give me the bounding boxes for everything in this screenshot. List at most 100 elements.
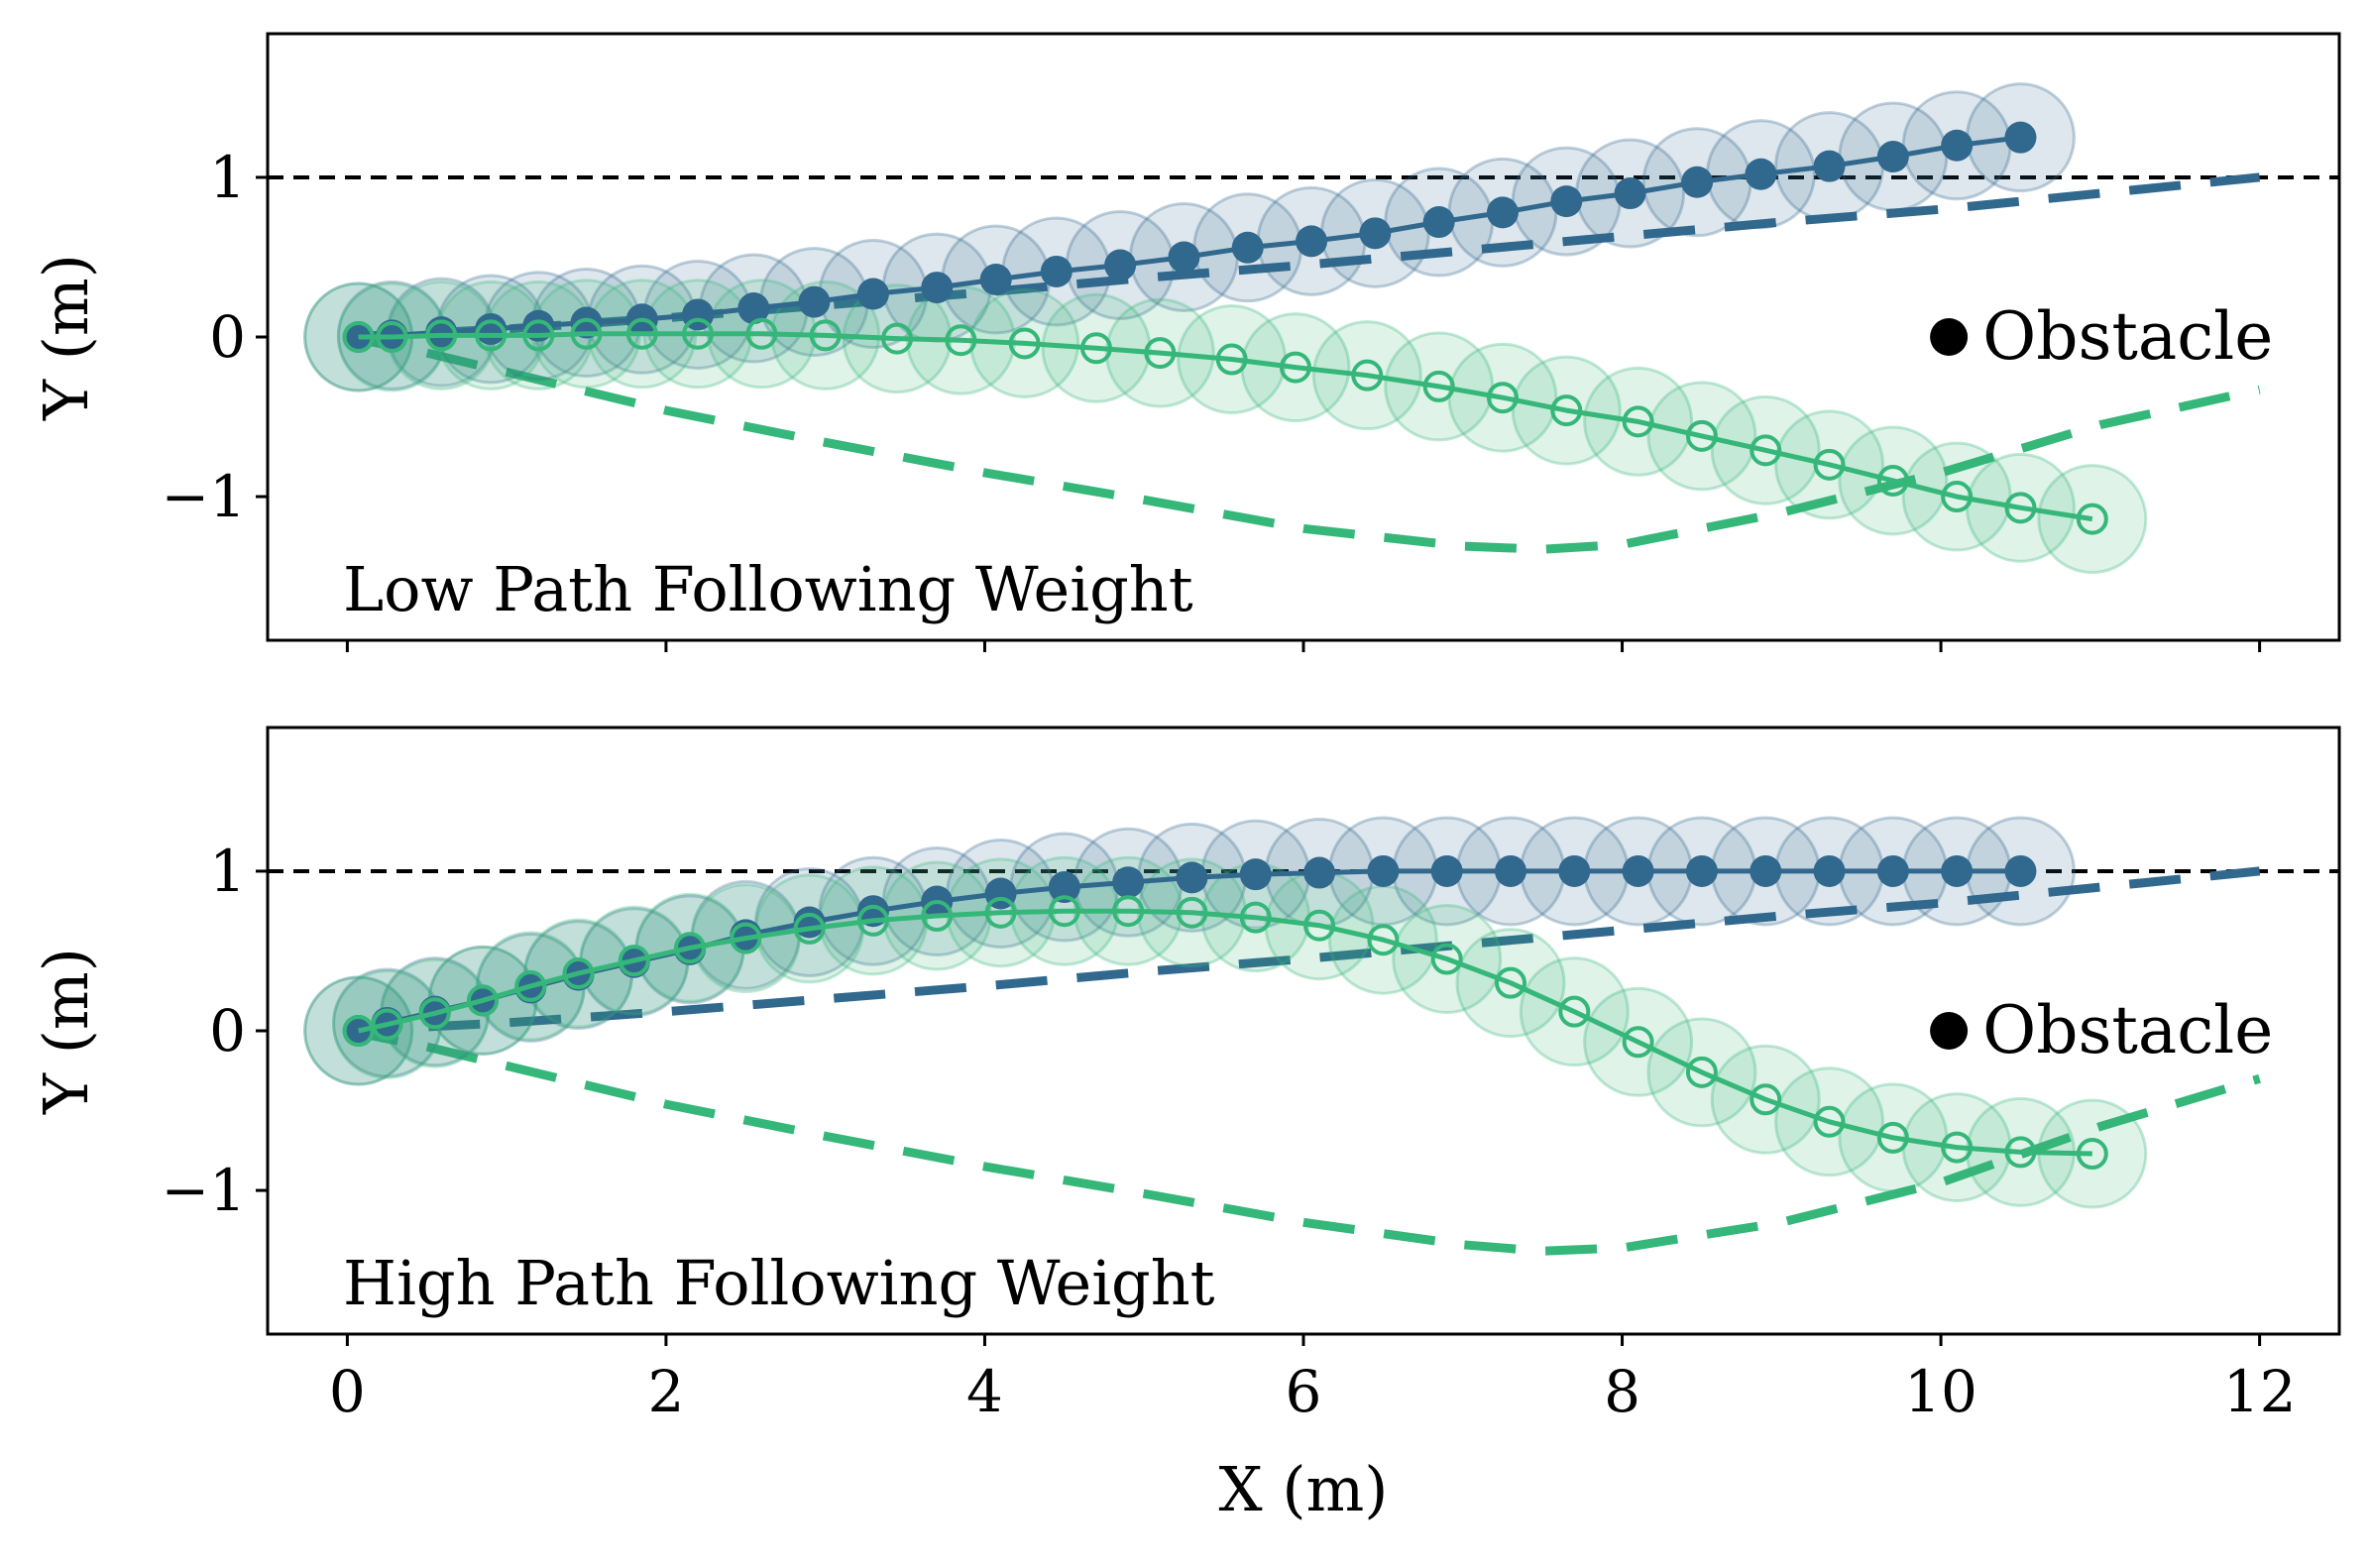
data-point: [1681, 166, 1714, 198]
data-point: [2004, 121, 2037, 154]
panel-1: −1 0 1 Y (m) Low Path Following Weight Obstac…: [30, 32, 2341, 652]
data-point: [682, 317, 715, 350]
x-tick-label: 4: [966, 1358, 1003, 1425]
data-point: [562, 957, 595, 990]
x-tick-label: 12: [2223, 1358, 2297, 1425]
x-tick-label: 0: [329, 1358, 366, 1425]
data-point: [1750, 1083, 1782, 1116]
obstacle-marker: [1930, 1012, 1969, 1050]
data-point: [1685, 419, 1718, 452]
data-point: [1813, 1105, 1846, 1138]
data-point: [1112, 895, 1145, 928]
data-point: [809, 319, 842, 352]
data-point: [730, 922, 762, 954]
y-tick-label: −1: [162, 463, 247, 530]
data-point: [674, 932, 707, 964]
data-point: [625, 317, 658, 350]
data-point: [1550, 185, 1583, 218]
data-point: [1296, 225, 1328, 258]
y-axis-label: Y (m): [30, 254, 102, 421]
trajectory-line-2: [358, 908, 2092, 1157]
data-point: [1040, 255, 1073, 287]
data-point: [1813, 854, 1846, 887]
obstacle-marker: [1930, 318, 1969, 356]
reference-path-2: [346, 332, 2261, 554]
data-point: [1745, 158, 1777, 190]
legend-label: Obstacle: [1982, 992, 2273, 1068]
panel-annotation: High Path Following Weight: [343, 1247, 1215, 1319]
data-point: [570, 317, 603, 350]
data-point: [1430, 943, 1463, 975]
data-point: [1941, 481, 1974, 513]
y-tick-label: −1: [162, 1157, 247, 1224]
data-point: [1486, 196, 1519, 229]
data-point: [1080, 332, 1112, 365]
data-point: [342, 1015, 375, 1047]
data-point: [1303, 856, 1336, 889]
data-point: [881, 322, 914, 355]
data-point: [1614, 177, 1646, 210]
data-point: [418, 997, 451, 1030]
data-point: [342, 321, 375, 353]
data-point: [1495, 966, 1526, 999]
data-point: [737, 292, 770, 325]
data-point: [979, 264, 1012, 296]
data-point: [1422, 370, 1455, 402]
data-point: [1558, 995, 1591, 1028]
x-axis-label: X (m): [1218, 1453, 1388, 1525]
data-point: [425, 319, 458, 352]
y-tick-label: 0: [209, 303, 246, 371]
data-point: [798, 285, 831, 318]
data-point: [1495, 854, 1526, 887]
data-point: [793, 912, 826, 945]
y-tick-label: 1: [209, 144, 246, 211]
data-point: [1422, 206, 1455, 239]
y-axis-label: Y (m): [30, 948, 102, 1115]
data-point: [376, 321, 408, 353]
data-point: [1750, 854, 1782, 887]
data-point: [2004, 492, 2037, 524]
data-point: [1876, 854, 1909, 887]
data-point: [1239, 901, 1272, 934]
data-point: [1112, 866, 1145, 899]
data-point: [1813, 448, 1846, 481]
x-tick-label: 2: [647, 1358, 684, 1425]
data-point: [921, 272, 954, 304]
data-point: [371, 1008, 403, 1041]
x-tick-label: 10: [1904, 1358, 1977, 1425]
data-point: [1367, 854, 1400, 887]
data-point: [1876, 1121, 1909, 1154]
data-point: [2076, 503, 2108, 535]
data-point: [1750, 434, 1782, 467]
data-point: [475, 319, 508, 352]
data-point: [1550, 394, 1583, 427]
data-point: [467, 984, 500, 1017]
panel-annotation: Low Path Following Weight: [343, 553, 1193, 625]
y-tick-label: 0: [209, 997, 246, 1064]
footprint-circle: [2037, 464, 2148, 575]
data-point: [1685, 1056, 1718, 1088]
data-point: [1813, 150, 1846, 182]
data-point: [570, 306, 603, 339]
data-point: [1622, 1026, 1654, 1059]
data-point: [2004, 854, 2037, 887]
data-point: [2076, 1138, 2108, 1171]
x-tick-label: 8: [1604, 1358, 1640, 1425]
data-point: [1685, 854, 1718, 887]
plot-area: [268, 82, 2339, 575]
data-point: [1279, 351, 1311, 384]
data-point: [1239, 858, 1272, 891]
data-point: [984, 896, 1017, 929]
data-point: [1876, 141, 1909, 173]
data-point: [1048, 895, 1080, 928]
data-point: [514, 969, 547, 1002]
legend-label: Obstacle: [1982, 298, 2273, 375]
data-point: [1941, 129, 1974, 162]
y-tick-label: 1: [209, 838, 246, 905]
data-point: [1048, 871, 1080, 904]
data-point: [1622, 854, 1654, 887]
data-point: [522, 319, 555, 352]
x-tick-label: 6: [1286, 1358, 1322, 1425]
